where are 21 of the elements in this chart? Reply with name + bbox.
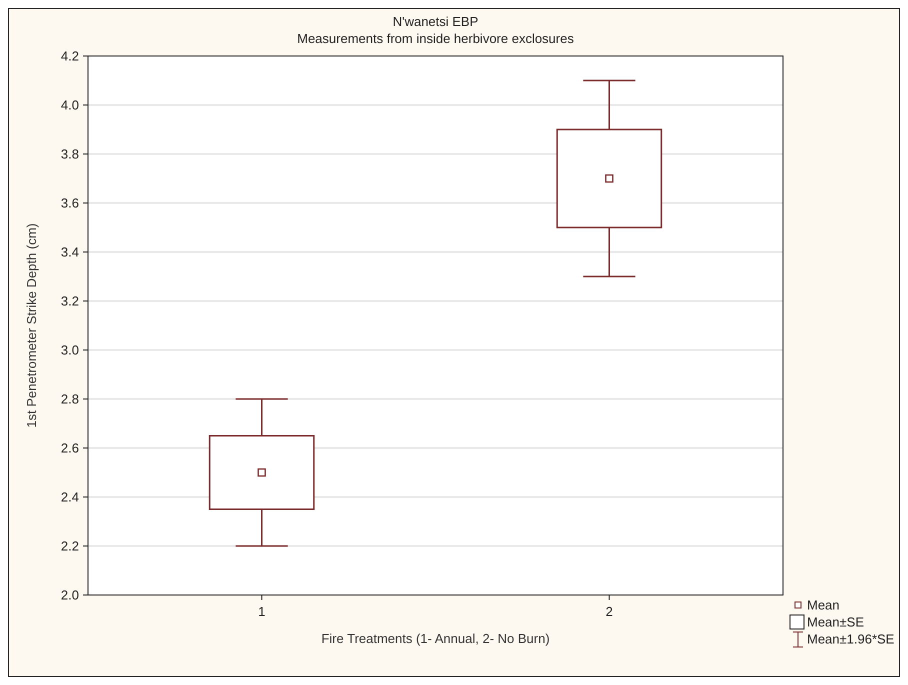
y-axis-title: 1st Penetrometer Strike Depth (cm) [24,223,39,428]
x-tick-label: 2 [606,604,613,619]
text: Mean±1.96*SE [807,632,895,647]
y-tick-label: 3.8 [60,146,79,162]
x-axis-title: Fire Treatments (1- Annual, 2- No Burn) [321,631,550,646]
y-tick-label: 3.2 [60,294,79,309]
y-tick-label: 2.2 [60,538,79,554]
y-tick-label: 3.4 [60,244,79,260]
y-tick-label: 2.4 [60,490,79,505]
y-tick-label: 2.0 [60,588,79,603]
y-tick-label: 2.6 [60,440,79,456]
x-tick-label: 1 [258,604,266,619]
y-tick-label: 3.6 [60,196,79,211]
y-tick-label: 4.2 [60,48,79,64]
chart-subtitle: Measurements from inside herbivore exclosures [297,31,574,46]
text: Mean [807,598,840,613]
y-tick-label: 3.0 [60,342,79,358]
y-tick-label: 2.8 [60,392,79,407]
y-tick-label: 4.0 [60,98,79,113]
chart-title: N'wanetsi EBP [392,14,478,29]
text: Mean±SE [807,614,864,630]
